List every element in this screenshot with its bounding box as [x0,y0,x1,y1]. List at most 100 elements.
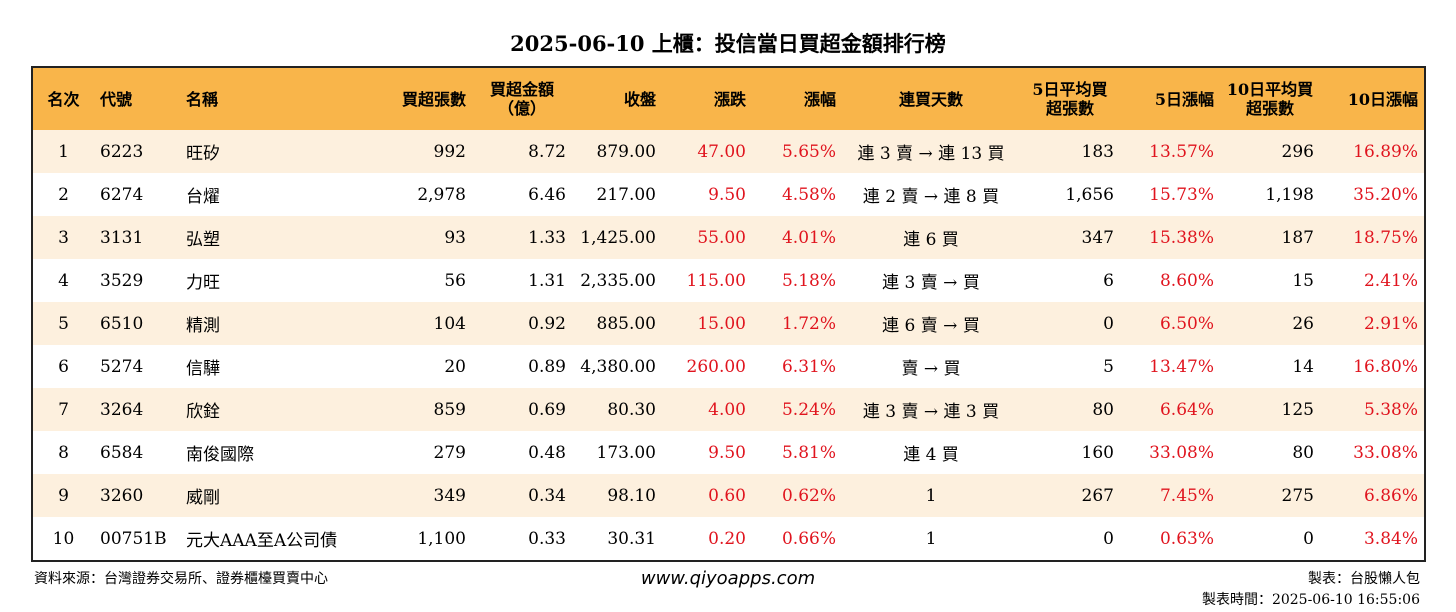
table-header-row: 名次 代號 名稱 買超張數 買超金額（億） 收盤 漲跌 漲幅 連買天數 5日平均… [32,67,1425,130]
cell-change: 9.50 [662,173,752,216]
cell-consec-days: 連 3 賣 → 連 13 買 [842,130,1020,173]
cell-avg5-buy: 0 [1020,302,1120,345]
cell-pct10: 16.80% [1320,345,1425,388]
website-link[interactable]: www.qiyoapps.com [640,568,816,589]
cell-avg5-buy: 267 [1020,474,1120,517]
cell-buy-amount: 0.48 [472,431,572,474]
cell-rank: 6 [32,345,94,388]
header-consec-days: 連買天數 [842,67,1020,130]
cell-code: 3529 [94,259,180,302]
cell-buy-amount: 0.34 [472,474,572,517]
cell-change-pct: 6.31% [752,345,842,388]
cell-change: 0.20 [662,517,752,561]
cell-close: 1,425.00 [572,216,662,259]
cell-buy-amount: 0.89 [472,345,572,388]
cell-change-pct: 5.81% [752,431,842,474]
header-pct10: 10日漲幅 [1320,67,1425,130]
cell-avg10-buy: 15 [1220,259,1320,302]
cell-change: 115.00 [662,259,752,302]
cell-pct5: 8.60% [1120,259,1220,302]
cell-buy-lots: 2,978 [380,173,472,216]
data-source-note: 資料來源：台灣證券交易所、證券櫃檯買賣中心 [34,571,328,587]
cell-pct5: 6.50% [1120,302,1220,345]
cell-pct10: 6.86% [1320,474,1425,517]
cell-rank: 4 [32,259,94,302]
header-rank: 名次 [32,67,94,130]
cell-avg10-buy: 187 [1220,216,1320,259]
cell-change-pct: 4.01% [752,216,842,259]
cell-change-pct: 0.66% [752,517,842,561]
cell-pct10: 5.38% [1320,388,1425,431]
cell-buy-amount: 0.33 [472,517,572,561]
cell-pct10: 2.91% [1320,302,1425,345]
cell-close: 879.00 [572,130,662,173]
cell-pct10: 35.20% [1320,173,1425,216]
cell-name: 信驊 [180,345,380,388]
cell-name: 精測 [180,302,380,345]
table-row: 5 6510 精測 104 0.92 885.00 15.00 1.72% 連 … [32,302,1425,345]
cell-buy-lots: 859 [380,388,472,431]
table-row: 8 6584 南俊國際 279 0.48 173.00 9.50 5.81% 連… [32,431,1425,474]
cell-avg5-buy: 160 [1020,431,1120,474]
cell-pct5: 6.64% [1120,388,1220,431]
cell-rank: 8 [32,431,94,474]
cell-buy-amount: 6.46 [472,173,572,216]
cell-avg5-buy: 183 [1020,130,1120,173]
cell-pct10: 3.84% [1320,517,1425,561]
cell-pct5: 13.47% [1120,345,1220,388]
cell-pct5: 15.38% [1120,216,1220,259]
cell-buy-lots: 56 [380,259,472,302]
cell-code: 6510 [94,302,180,345]
cell-consec-days: 連 2 賣 → 連 8 買 [842,173,1020,216]
cell-change-pct: 4.58% [752,173,842,216]
cell-avg5-buy: 80 [1020,388,1120,431]
header-change: 漲跌 [662,67,752,130]
cell-avg10-buy: 14 [1220,345,1320,388]
cell-code: 3131 [94,216,180,259]
cell-code: 00751B [94,517,180,561]
header-buy-lots: 買超張數 [380,67,472,130]
cell-code: 3264 [94,388,180,431]
cell-change: 15.00 [662,302,752,345]
table-row: 1 6223 旺矽 992 8.72 879.00 47.00 5.65% 連 … [32,130,1425,173]
header-code: 代號 [94,67,180,130]
cell-close: 80.30 [572,388,662,431]
cell-consec-days: 連 6 買 [842,216,1020,259]
cell-avg5-buy: 5 [1020,345,1120,388]
cell-rank: 2 [32,173,94,216]
cell-pct5: 15.73% [1120,173,1220,216]
cell-buy-lots: 1,100 [380,517,472,561]
cell-buy-lots: 104 [380,302,472,345]
cell-name: 台燿 [180,173,380,216]
page-title: 2025-06-10 上櫃：投信當日買超金額排行榜 [510,31,946,56]
cell-pct10: 2.41% [1320,259,1425,302]
cell-rank: 5 [32,302,94,345]
cell-change: 55.00 [662,216,752,259]
cell-avg5-buy: 347 [1020,216,1120,259]
table-row: 4 3529 力旺 56 1.31 2,335.00 115.00 5.18% … [32,259,1425,302]
cell-consec-days: 連 4 買 [842,431,1020,474]
cell-buy-amount: 0.69 [472,388,572,431]
cell-close: 885.00 [572,302,662,345]
cell-avg10-buy: 296 [1220,130,1320,173]
cell-consec-days: 連 3 賣 → 連 3 買 [842,388,1020,431]
cell-change-pct: 5.18% [752,259,842,302]
cell-name: 元大AAA至A公司債 [180,517,380,561]
cell-change: 47.00 [662,130,752,173]
table-row: 3 3131 弘塑 93 1.33 1,425.00 55.00 4.01% 連… [32,216,1425,259]
cell-rank: 7 [32,388,94,431]
cell-consec-days: 賣 → 買 [842,345,1020,388]
cell-buy-lots: 20 [380,345,472,388]
cell-code: 6584 [94,431,180,474]
cell-change-pct: 0.62% [752,474,842,517]
cell-rank: 9 [32,474,94,517]
author-credit: 製表：台股懶人包 [1308,571,1420,587]
cell-close: 98.10 [572,474,662,517]
cell-buy-amount: 0.92 [472,302,572,345]
cell-code: 5274 [94,345,180,388]
cell-change: 0.60 [662,474,752,517]
cell-consec-days: 連 3 賣 → 買 [842,259,1020,302]
table-row: 9 3260 威剛 349 0.34 98.10 0.60 0.62% 1 26… [32,474,1425,517]
cell-buy-lots: 279 [380,431,472,474]
cell-avg10-buy: 0 [1220,517,1320,561]
